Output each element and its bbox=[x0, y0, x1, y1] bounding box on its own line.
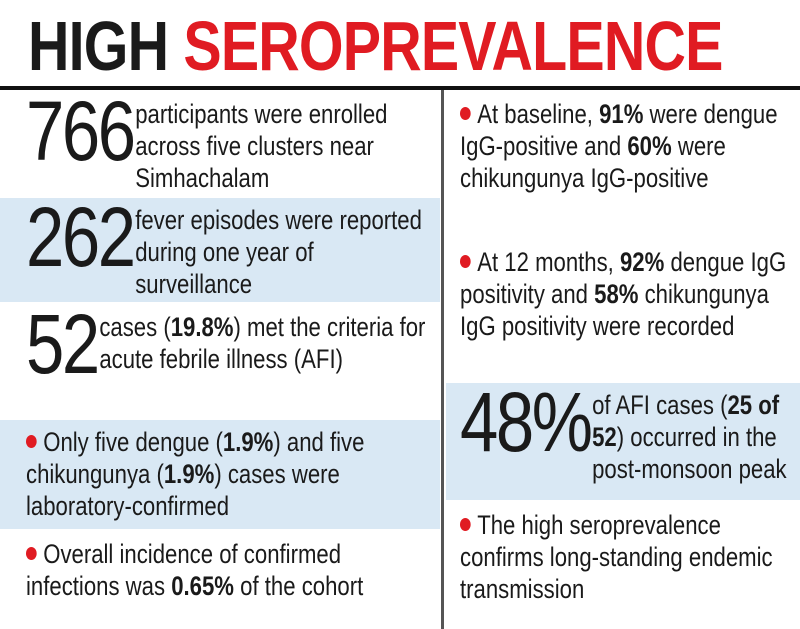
big-number: 262 bbox=[26, 198, 136, 284]
bold-text: 92% bbox=[619, 247, 665, 277]
headline-red: SEROPREVALENCE bbox=[183, 7, 723, 85]
bold-text: 19.8% bbox=[170, 312, 234, 342]
panel-text: 766 participants were enrolled across fiv… bbox=[26, 92, 432, 194]
panel-text: At baseline, 91% were dengue IgG-positiv… bbox=[460, 98, 792, 194]
bold-text: 91% bbox=[599, 99, 644, 129]
bold-text: 58% bbox=[594, 279, 639, 309]
bullet bbox=[26, 547, 37, 560]
big-number: 766 bbox=[26, 92, 136, 178]
bold-text: 1.9% bbox=[222, 427, 274, 457]
text: participants were enrolled across five c… bbox=[135, 99, 388, 193]
panel-text: At 12 months, 92% dengue IgG positivity … bbox=[460, 246, 792, 342]
text: ) occurred in the post-monsoon peak bbox=[592, 422, 787, 484]
panel: At 12 months, 92% dengue IgG positivity … bbox=[446, 240, 800, 380]
panel: 262 fever episodes were reported during o… bbox=[0, 198, 440, 302]
bold-text: 60% bbox=[627, 131, 672, 161]
panel: 52 cases (19.8%) met the criteria for acu… bbox=[0, 305, 440, 417]
panel: Overall incidence of confirmed infection… bbox=[0, 532, 440, 626]
panel: 48% of AFI cases (25 of 52) occurred in t… bbox=[446, 383, 800, 500]
panel-text: The high seroprevalence confirms long-st… bbox=[460, 509, 792, 605]
text: fever episodes were reported during one … bbox=[135, 205, 422, 299]
panel-text: Overall incidence of confirmed infection… bbox=[26, 538, 432, 602]
text: ) met the criteria for acute febrile ill… bbox=[99, 312, 426, 374]
panel: The high seroprevalence confirms long-st… bbox=[446, 503, 800, 629]
text: cases ( bbox=[99, 312, 171, 342]
panel: At baseline, 91% were dengue IgG-positiv… bbox=[446, 92, 800, 237]
text: ) cases were laboratory-confirmed bbox=[26, 459, 340, 521]
text: dengue IgG positivity and bbox=[460, 247, 787, 309]
bold-text: 0.65% bbox=[171, 571, 234, 601]
bold-text: 1.9% bbox=[163, 459, 215, 489]
text: of the cohort bbox=[233, 571, 364, 601]
big-number: 48% bbox=[460, 383, 593, 469]
text: At baseline, bbox=[477, 99, 600, 129]
title-rule bbox=[0, 86, 800, 90]
text: Overall incidence of confirmed infection… bbox=[26, 539, 342, 601]
text: At 12 months, bbox=[477, 247, 620, 277]
bullet bbox=[26, 435, 37, 448]
text: of AFI cases ( bbox=[592, 390, 728, 420]
text: were dengue IgG-positive and bbox=[460, 99, 778, 161]
bullet bbox=[460, 255, 471, 268]
text: Only five dengue ( bbox=[43, 427, 223, 457]
panel: Only five dengue (1.9%) and five chikung… bbox=[0, 420, 440, 529]
bullet bbox=[460, 107, 471, 120]
headline: HIGH SEROPREVALENCE bbox=[28, 6, 723, 86]
big-number: 52 bbox=[26, 305, 100, 391]
text: ) and five chikungunya ( bbox=[26, 427, 365, 489]
headline-black: HIGH bbox=[28, 7, 169, 85]
bullet bbox=[460, 518, 471, 531]
panel: 766 participants were enrolled across fiv… bbox=[0, 92, 440, 195]
text: chikungunya IgG positivity were recorded bbox=[460, 279, 769, 341]
panel-text: 262 fever episodes were reported during o… bbox=[26, 198, 432, 300]
bold-text: 25 of 52 bbox=[592, 390, 780, 452]
panel-text: 48% of AFI cases (25 of 52) occurred in t… bbox=[460, 383, 792, 485]
text: were chikungunya IgG-positive bbox=[460, 131, 726, 193]
panel-text: 52 cases (19.8%) met the criteria for acu… bbox=[26, 305, 432, 391]
column-divider bbox=[441, 90, 444, 629]
panel-text: Only five dengue (1.9%) and five chikung… bbox=[26, 426, 432, 522]
text: The high seroprevalence confirms long-st… bbox=[460, 510, 773, 604]
